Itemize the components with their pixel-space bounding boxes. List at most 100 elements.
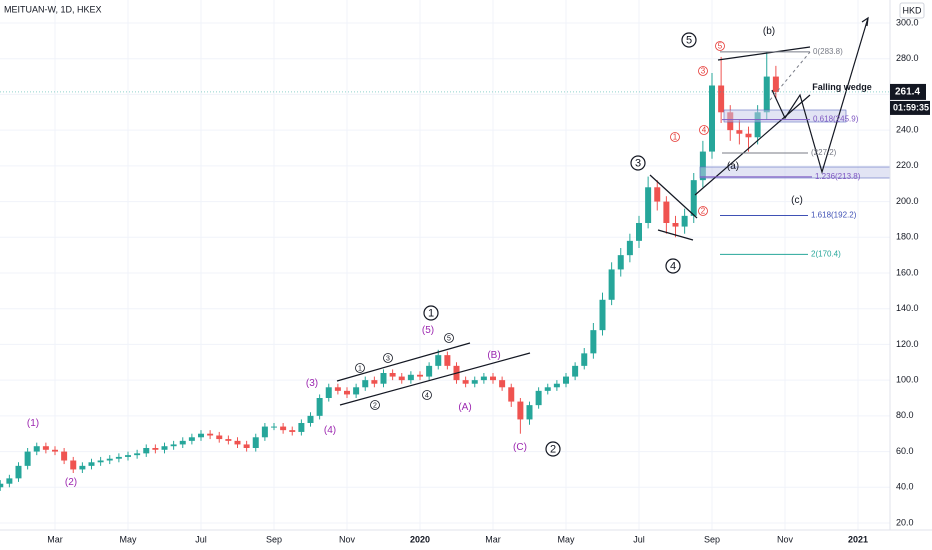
wave-label: 4 bbox=[702, 126, 707, 135]
candle-body bbox=[52, 449, 58, 452]
wave-label: (B) bbox=[487, 350, 500, 361]
candle-body bbox=[745, 133, 752, 138]
wave-label: 1 bbox=[358, 365, 362, 372]
wave-label: 3 bbox=[635, 157, 641, 169]
candle-body bbox=[115, 456, 122, 459]
candle-body bbox=[471, 380, 478, 384]
wave-label: (a) bbox=[727, 161, 739, 172]
candle-body bbox=[207, 433, 214, 436]
wave-label: 5 bbox=[718, 42, 723, 51]
candle-body bbox=[6, 478, 13, 484]
candle-body bbox=[590, 330, 597, 354]
currency-box bbox=[899, 2, 925, 19]
candle-body bbox=[617, 255, 624, 270]
y-tick-label: 80.0 bbox=[896, 410, 914, 420]
candle-body bbox=[435, 355, 442, 366]
candle-body bbox=[125, 455, 131, 457]
candle-body bbox=[663, 201, 670, 223]
wave-label: (c) bbox=[791, 195, 803, 206]
wave-circle bbox=[355, 363, 365, 373]
wave-label: 2 bbox=[701, 207, 706, 216]
candle-body bbox=[763, 76, 770, 113]
projection bbox=[771, 17, 869, 175]
wave-label: (A) bbox=[458, 402, 471, 413]
wave-label: 2 bbox=[373, 402, 377, 409]
candle-body bbox=[581, 353, 588, 366]
candle-body bbox=[179, 440, 186, 445]
fib-label: (227.2) bbox=[811, 148, 837, 157]
candle-body bbox=[143, 448, 150, 454]
y-tick-label: 280.0 bbox=[896, 53, 919, 63]
wave-circle bbox=[423, 305, 439, 321]
candle-body bbox=[280, 426, 287, 431]
wave-label: 5 bbox=[686, 34, 692, 46]
candle-body bbox=[307, 415, 314, 423]
fib-label: 1.236(213.8) bbox=[815, 172, 861, 181]
candle-body bbox=[371, 380, 378, 384]
trend-line bbox=[336, 342, 471, 382]
wave-label: 5 bbox=[447, 335, 451, 342]
x-tick-label: Mar bbox=[47, 534, 63, 544]
fib-label: 1.618(192.2) bbox=[811, 211, 857, 220]
candle-body bbox=[407, 374, 414, 381]
x-tick-label: Sep bbox=[266, 534, 282, 544]
grid bbox=[0, 0, 890, 530]
y-tick-label: 240.0 bbox=[896, 125, 919, 135]
y-tick-label: 60.0 bbox=[896, 446, 914, 456]
wave-circle bbox=[383, 353, 393, 363]
candle-body bbox=[289, 430, 296, 432]
candle-body bbox=[61, 451, 68, 461]
candle-body bbox=[316, 398, 323, 416]
candle-body bbox=[334, 387, 341, 391]
axes: 20.0 40.0 60.0 80.0 100.0 120.0 140.0 160.0 180.… bbox=[0, 17, 930, 544]
candle-body bbox=[444, 355, 451, 366]
wave-circle bbox=[681, 32, 697, 48]
countdown-box bbox=[890, 100, 930, 115]
candle-body bbox=[480, 376, 487, 381]
wave-label: 3 bbox=[701, 67, 706, 76]
wave-label: (2) bbox=[65, 477, 77, 488]
candle-body bbox=[772, 76, 779, 92]
candle-body bbox=[535, 390, 542, 406]
candle-body bbox=[216, 435, 223, 440]
wave-circle bbox=[545, 441, 561, 457]
wave-circle bbox=[699, 125, 709, 135]
y-tick-label: 220.0 bbox=[896, 160, 919, 170]
chart-title: MEITUAN-W, 1D, HKEX bbox=[4, 4, 102, 14]
candle-body bbox=[718, 85, 725, 113]
y-tick-label: 120.0 bbox=[896, 339, 919, 349]
candle-body bbox=[161, 446, 168, 450]
trend-line bbox=[717, 46, 811, 61]
trend-line bbox=[694, 94, 811, 196]
candle-body bbox=[736, 130, 743, 134]
candle-body bbox=[106, 458, 113, 461]
wave-circle bbox=[698, 206, 708, 216]
fib-levels: 0(283.8) 0.618(245.9) (227.2) 1.236(213.8) 1… bbox=[700, 47, 861, 259]
candle-body bbox=[672, 223, 679, 227]
plot bbox=[0, 16, 891, 491]
candle-body bbox=[754, 112, 761, 138]
y-tick-label: 40.0 bbox=[896, 482, 914, 492]
wave-label: Falling wedge bbox=[812, 82, 872, 92]
annotations: (1) (2) (3) (4) (5) 1 (B) (A) (C) 2 3 4 5 (b) (a) (c) Fa… bbox=[27, 26, 872, 488]
wave-circle bbox=[670, 132, 680, 142]
candle-body bbox=[553, 383, 560, 388]
candle-body bbox=[645, 187, 652, 223]
wave-label: 1 bbox=[428, 307, 434, 319]
y-tick-label: 180.0 bbox=[896, 232, 919, 242]
y-tick-label: 140.0 bbox=[896, 303, 919, 313]
trend-lines bbox=[336, 16, 869, 406]
wave-label: (4) bbox=[324, 425, 336, 436]
dashed-line bbox=[769, 51, 811, 101]
candle-body bbox=[70, 460, 77, 470]
y-tick-label: 200.0 bbox=[896, 196, 919, 206]
wave-label: (1) bbox=[27, 418, 39, 429]
wave-circle bbox=[630, 155, 646, 171]
x-tick-label: Nov bbox=[777, 534, 794, 544]
fib-label: 2(170.4) bbox=[811, 250, 841, 259]
wave-label: (C) bbox=[513, 442, 527, 453]
x-tick-label: May bbox=[119, 534, 137, 544]
candle-body bbox=[42, 446, 49, 450]
